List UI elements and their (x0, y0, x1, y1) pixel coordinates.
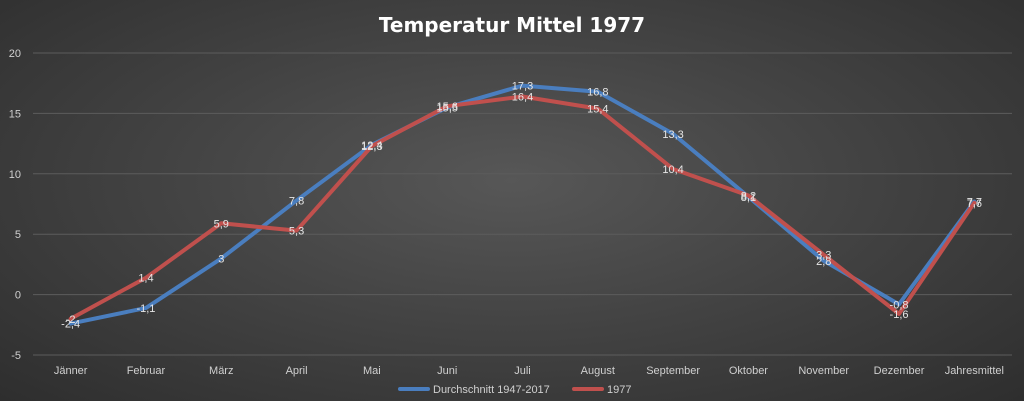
y-tick-label: 15 (9, 108, 21, 120)
x-tick-label: September (646, 365, 700, 377)
y-tick-label: 5 (15, 229, 21, 241)
data-label: 15,6 (436, 101, 457, 113)
series-lines (68, 83, 977, 326)
x-tick-label: April (286, 365, 308, 377)
data-label: 17,3 (512, 81, 533, 93)
legend-label: 1977 (607, 384, 631, 396)
x-tick-label: August (581, 365, 615, 377)
x-tick-label: Februar (127, 365, 166, 377)
x-tick-label: Oktober (729, 365, 768, 377)
x-tick-label: Jänner (54, 365, 88, 377)
x-tick-label: März (209, 365, 233, 377)
legend-label: Durchschnitt 1947-2017 (433, 384, 550, 396)
data-label: 3,3 (816, 250, 831, 262)
data-label: 15,4 (587, 104, 608, 116)
y-tick-label: -5 (11, 350, 21, 362)
x-tick-label: Juli (514, 365, 531, 377)
data-label: 16,4 (512, 91, 533, 103)
data-label: 7,6 (967, 198, 982, 210)
data-label: 2,8 (816, 256, 831, 268)
data-label: -0,8 (890, 299, 909, 311)
data-label: 1,4 (138, 273, 153, 285)
legend: Durchschnitt 1947-2017 1977 (398, 384, 631, 396)
y-tick-label: 0 (15, 290, 21, 302)
data-labels: -2,4 -1,1 3 7,8 12,4 15,5 17,3 16,8 13,3 8,1 2,8 -0… (61, 81, 982, 331)
y-tick-label: 10 (9, 169, 21, 181)
data-label: 13,3 (662, 129, 683, 141)
x-tick-label: Jahresmittel (945, 365, 1004, 377)
data-label: 3 (218, 253, 224, 265)
series-line-2 (68, 94, 977, 321)
data-label: 15,5 (436, 102, 457, 114)
data-label: -1,1 (136, 303, 155, 315)
data-label: 10,4 (662, 164, 683, 176)
data-label: 7,7 (967, 197, 982, 209)
gridlines (33, 52, 1012, 356)
x-tick-label: Juni (437, 365, 457, 377)
data-label: -1,6 (890, 309, 909, 321)
data-label: 8,2 (741, 191, 756, 203)
series-line-1 (68, 83, 977, 326)
data-label: 12,4 (361, 140, 382, 152)
data-label: 12,3 (361, 141, 382, 153)
x-tick-label: Dezember (874, 365, 925, 377)
y-axis-ticks: -5 0 5 10 15 20 (9, 48, 21, 362)
data-label: 7,8 (289, 195, 304, 207)
x-tick-label: Mai (363, 365, 381, 377)
data-label: 8,1 (741, 192, 756, 204)
data-label: 5,9 (214, 218, 229, 230)
x-tick-label: November (798, 365, 849, 377)
data-label: 5,3 (289, 226, 304, 238)
x-axis-ticks: Jänner Februar März April Mai Juni Juli August S… (54, 365, 1004, 377)
y-tick-label: 20 (9, 48, 21, 60)
data-label: 16,8 (587, 87, 608, 99)
data-label: -2,4 (61, 319, 80, 331)
data-label: -2 (66, 314, 76, 326)
chart-title: Temperatur Mittel 1977 (379, 13, 645, 37)
